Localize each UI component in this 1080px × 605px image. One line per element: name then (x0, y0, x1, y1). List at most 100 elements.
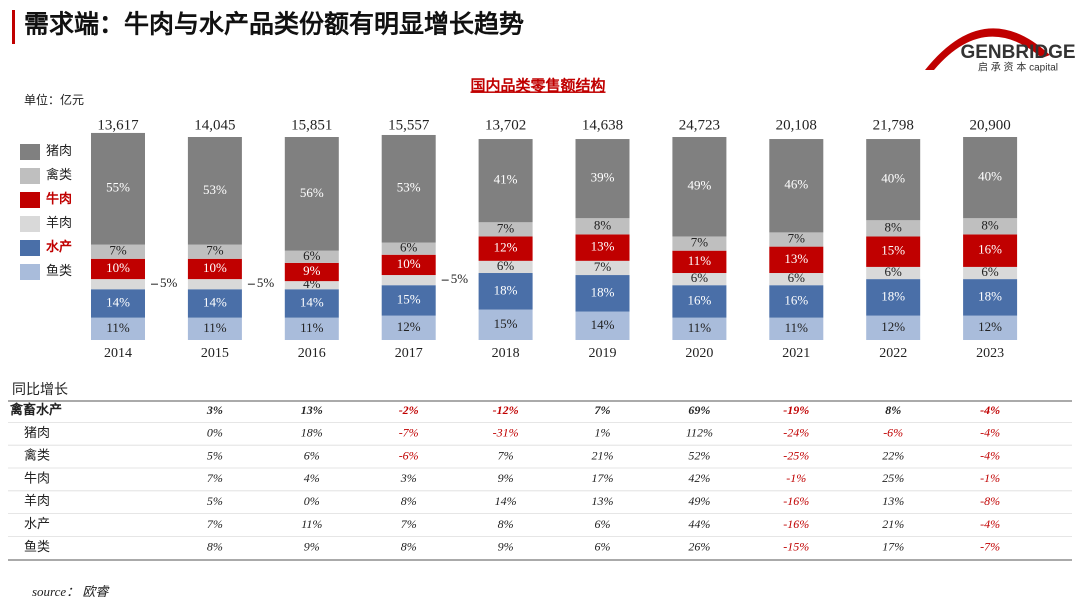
x-tick-label: 2021 (782, 346, 810, 361)
row-label: 禽类 (24, 448, 50, 463)
total-label: 13,617 (97, 117, 139, 133)
table-cell: -4% (980, 448, 1000, 462)
segment-label: 5% (451, 271, 469, 286)
table-cell: -7% (399, 426, 419, 440)
bar-segment (91, 317, 145, 340)
table-cell: 3% (206, 403, 223, 417)
segment-label: 12% (978, 319, 1002, 334)
unit-note: 单位：亿元 (24, 92, 84, 107)
total-label: 20,108 (776, 117, 817, 133)
table-cell: 26% (688, 540, 710, 554)
table-cell: 8% (207, 540, 223, 554)
bar-segment (575, 218, 630, 235)
segment-label: 7% (691, 235, 709, 250)
segment-label: 18% (494, 282, 518, 297)
bar-segment (866, 139, 921, 221)
legend-swatch (20, 240, 40, 256)
segment-label: 39% (591, 170, 615, 185)
bar-segment (769, 285, 824, 318)
table-cell: 112% (686, 426, 713, 440)
table-cell: 21% (592, 448, 614, 462)
bar-segment (866, 266, 921, 280)
segment-label: 10% (397, 256, 421, 271)
bar-segment (187, 244, 242, 259)
bar-segment (478, 309, 533, 340)
legend-label: 猪肉 (46, 143, 72, 158)
bar-segment (769, 232, 824, 247)
bar-segment (478, 260, 533, 274)
table-cell: 52% (688, 448, 710, 462)
table-cell: -31% (493, 426, 519, 440)
bar-segment (478, 236, 533, 261)
table-cell: 44% (688, 517, 710, 531)
segment-label: 6% (497, 258, 515, 273)
table-cell: -16% (783, 494, 809, 508)
row-label: 羊肉 (24, 493, 50, 508)
table-cell: 9% (498, 540, 514, 554)
table-cell: -1% (786, 471, 806, 485)
bar-segment (575, 139, 630, 219)
segment-label: 18% (978, 288, 1002, 303)
total-label: 14,638 (582, 117, 623, 133)
table-cell: 8% (498, 517, 514, 531)
table-cell: -4% (980, 426, 1000, 440)
table-cell: 5% (207, 494, 223, 508)
segment-label: 41% (494, 172, 518, 187)
segment-label: 7% (109, 243, 127, 258)
segment-label: 12% (397, 319, 421, 334)
total-label: 13,702 (485, 117, 526, 133)
table-cell: 1% (595, 426, 611, 440)
table-cell: 4% (304, 471, 320, 485)
legend-label: 牛肉 (46, 191, 72, 206)
table-cell: 7% (595, 403, 611, 417)
table-cell: 18% (301, 426, 323, 440)
table-cell: 17% (882, 540, 904, 554)
bar-segment (672, 137, 727, 237)
segment-label: 55% (106, 180, 130, 195)
table-cell: 7% (498, 448, 514, 462)
bar-segment (769, 317, 824, 340)
bar-segment (672, 285, 727, 318)
segment-label: 5% (160, 275, 178, 290)
bar-segment (866, 315, 921, 340)
segment-label: 12% (881, 319, 905, 334)
bar-segment (866, 279, 921, 316)
table-cell: 9% (498, 471, 514, 485)
bar-segment (478, 139, 533, 223)
bar-segment (187, 289, 242, 318)
table-cell: 6% (304, 448, 320, 462)
segment-label: 11% (785, 320, 809, 335)
bar-segment (284, 281, 339, 290)
table-cell: -6% (883, 426, 903, 440)
table-cell: -25% (783, 448, 809, 462)
bar-segment (381, 285, 436, 316)
x-tick-label: 2017 (395, 346, 423, 361)
table-cell: 0% (304, 494, 320, 508)
table-cell: 17% (592, 471, 614, 485)
bar-segment (963, 279, 1018, 316)
bar-segment (187, 258, 242, 280)
segment-label: 46% (784, 177, 808, 192)
bar-segment (575, 260, 630, 276)
table-cell: -4% (980, 517, 1000, 531)
bar-segment (381, 134, 436, 243)
x-tick-label: 2016 (298, 346, 326, 361)
table-cell: 22% (882, 448, 904, 462)
legend-label: 水产 (46, 239, 72, 254)
legend-swatch (20, 144, 40, 160)
x-tick-label: 2020 (685, 346, 713, 361)
total-label: 15,557 (388, 117, 430, 133)
table-cell: -7% (980, 540, 1000, 554)
segment-label: 16% (687, 292, 711, 307)
segment-label: 6% (885, 264, 903, 279)
bar-segment (866, 236, 921, 267)
x-tick-label: 2023 (976, 346, 1004, 361)
table-cell: 3% (400, 471, 417, 485)
segment-label: 11% (300, 320, 324, 335)
segment-label: 11% (688, 320, 712, 335)
table-cell: 69% (688, 403, 710, 417)
table-cell: 6% (595, 540, 611, 554)
segment-label: 53% (203, 182, 227, 197)
